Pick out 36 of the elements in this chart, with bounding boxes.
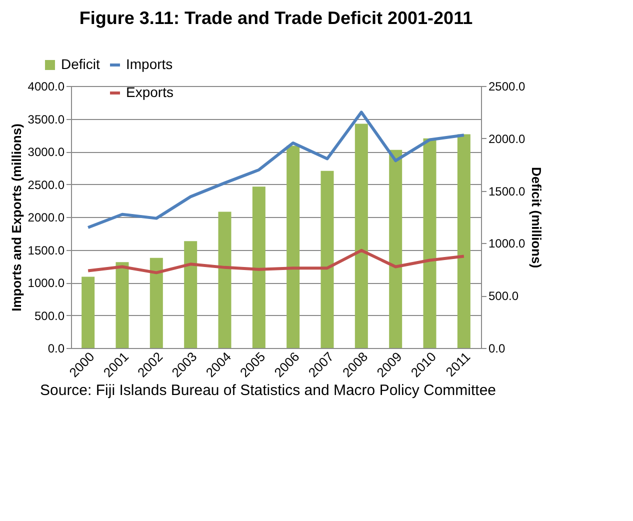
chart-title: Figure 3.11: Trade and Trade Deficit 2001-2011 <box>79 8 473 28</box>
y-tick-label: 3000.0 <box>28 145 65 159</box>
line-series <box>86 248 466 274</box>
y2-tick-label: 1000.0 <box>488 236 526 251</box>
y-tick-label: 1500.0 <box>28 243 65 258</box>
legend-label: Imports <box>126 56 173 72</box>
bar <box>184 241 198 348</box>
y-tick-label: 4000.0 <box>28 80 65 94</box>
y-tick-label: 3500.0 <box>28 112 65 126</box>
y-tick-label: 2500.0 <box>28 178 65 192</box>
bar <box>252 186 266 348</box>
bar <box>389 150 402 348</box>
bar <box>218 212 232 348</box>
y-tick-label: 2000.0 <box>28 210 65 224</box>
bar <box>457 134 470 348</box>
y-tick-label: 1000.0 <box>28 276 65 290</box>
line-series <box>86 110 466 229</box>
y2-tick-label: 1500.0 <box>488 184 526 198</box>
y2-axis-title: Deficit (millions) <box>529 166 544 268</box>
y2-tick-label: 500.0 <box>488 289 519 304</box>
y2-tick-label: 0.0 <box>488 342 506 356</box>
legend-label: Exports <box>126 84 174 100</box>
bar <box>150 258 163 348</box>
bar <box>286 146 300 348</box>
bar <box>354 124 368 348</box>
bar <box>116 262 129 348</box>
y-axis-title: Imports and Exports (millions) <box>8 124 24 312</box>
y-tick-label: 0.0 <box>48 342 65 356</box>
legend-label: Deficit <box>61 56 100 72</box>
source-note: Source: Fiji Islands Bureau of Statistics and Macro Policy Committee <box>40 382 498 399</box>
bar <box>82 276 95 348</box>
bar <box>320 170 334 348</box>
y2-tick-label: 2500.0 <box>488 80 526 94</box>
y2-tick-label: 2000.0 <box>488 132 526 146</box>
y-tick-label: 500.0 <box>34 308 65 323</box>
bar <box>423 138 436 348</box>
